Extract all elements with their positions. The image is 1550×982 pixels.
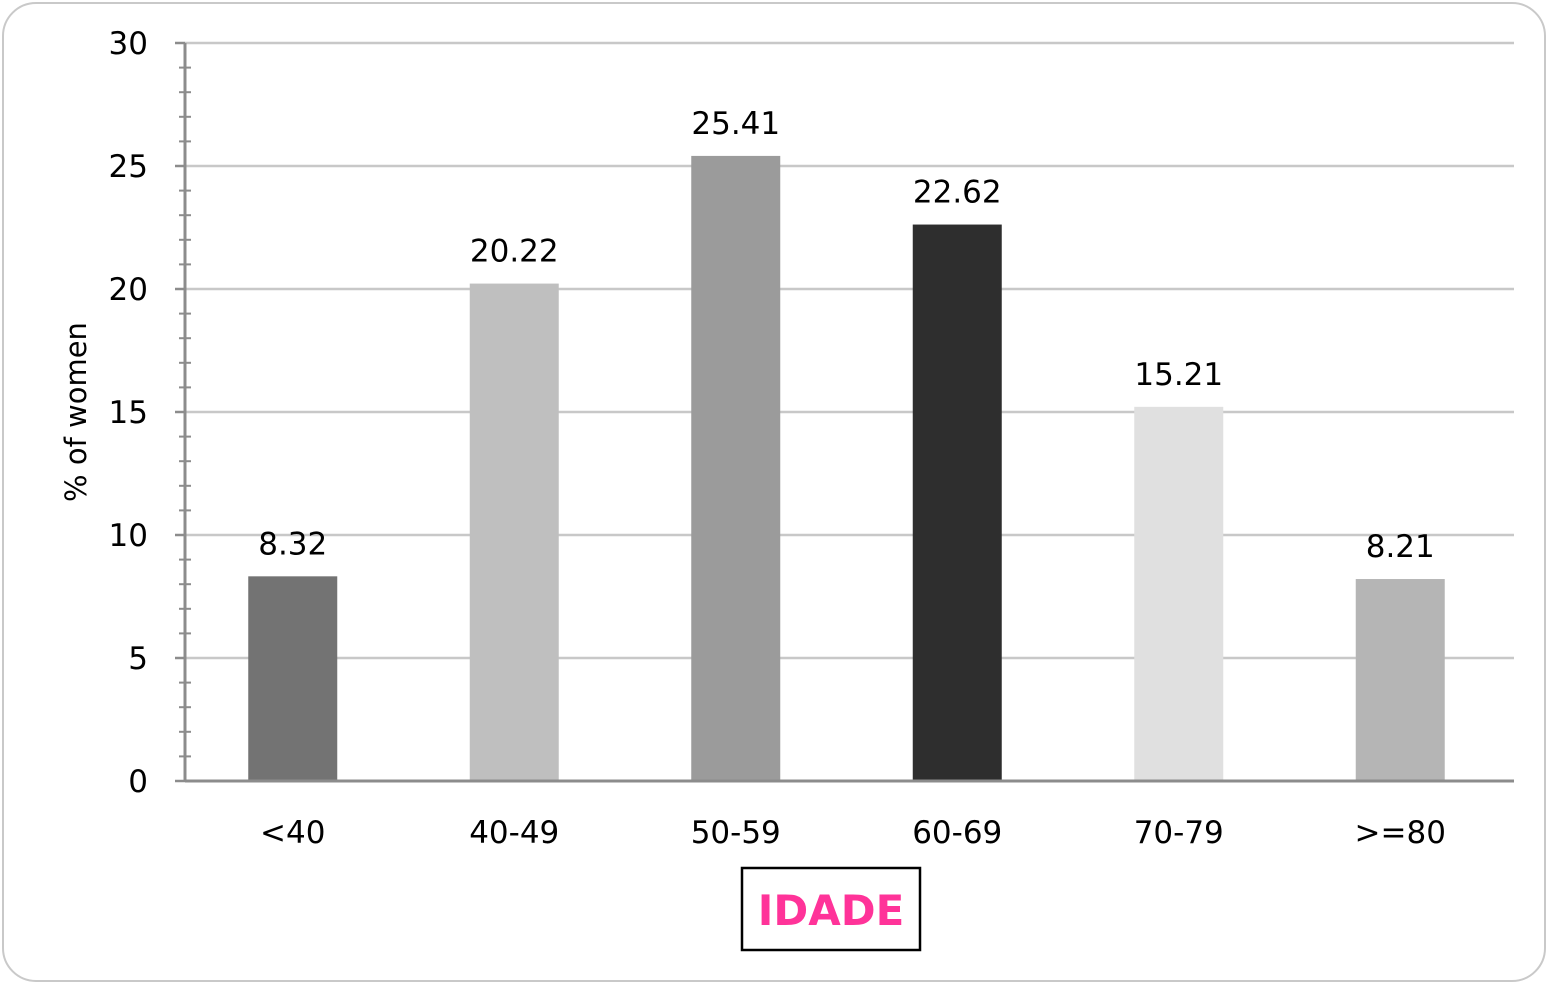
y-tick-label: 5 (128, 641, 148, 677)
y-tick-label: 20 (109, 272, 148, 308)
x-tick-label: 60-69 (912, 815, 1002, 851)
bar (1134, 406, 1224, 781)
y-tick-label: 25 (109, 149, 148, 185)
data-label: 15.21 (1134, 357, 1223, 393)
x-tick-label: 40-49 (469, 815, 559, 851)
x-tick-labels: <40 40-49 50-59 60-69 70-79 >=80 (260, 815, 1446, 851)
gridlines (175, 41, 1514, 783)
x-tick-label: 50-59 (691, 815, 781, 851)
bar (691, 155, 781, 781)
y-tick-labels: 0 5 10 15 20 25 30 (109, 26, 148, 800)
y-tick-label: 30 (109, 26, 148, 62)
x-tick-label: 70-79 (1134, 815, 1224, 851)
x-axis-title-box (740, 866, 922, 952)
data-label: 8.21 (1366, 529, 1435, 565)
bars (248, 155, 1445, 782)
y-tick-label: 15 (109, 395, 148, 431)
data-label: 22.62 (913, 175, 1002, 211)
bar-chart: 0 5 10 15 20 25 30 <40 40-49 50-59 60-69 70-79 >=80… (59, 26, 1514, 952)
data-label: 8.32 (258, 526, 327, 562)
data-labels: 8.32 20.22 25.41 22.62 15.21 8.21 (258, 106, 1435, 565)
x-tick-label: >=80 (1355, 815, 1446, 851)
data-label: 20.22 (470, 234, 559, 270)
x-axis-title: IDADE (758, 886, 905, 935)
y-tick-label: 0 (128, 764, 148, 800)
y-axis-title: % of women (59, 322, 93, 502)
bar (248, 576, 338, 781)
data-label: 25.41 (691, 106, 780, 142)
bar (469, 283, 559, 781)
y-tick-label: 10 (109, 518, 148, 554)
bar (1355, 579, 1445, 781)
x-tick-label: <40 (260, 815, 325, 851)
bar (912, 224, 1002, 782)
